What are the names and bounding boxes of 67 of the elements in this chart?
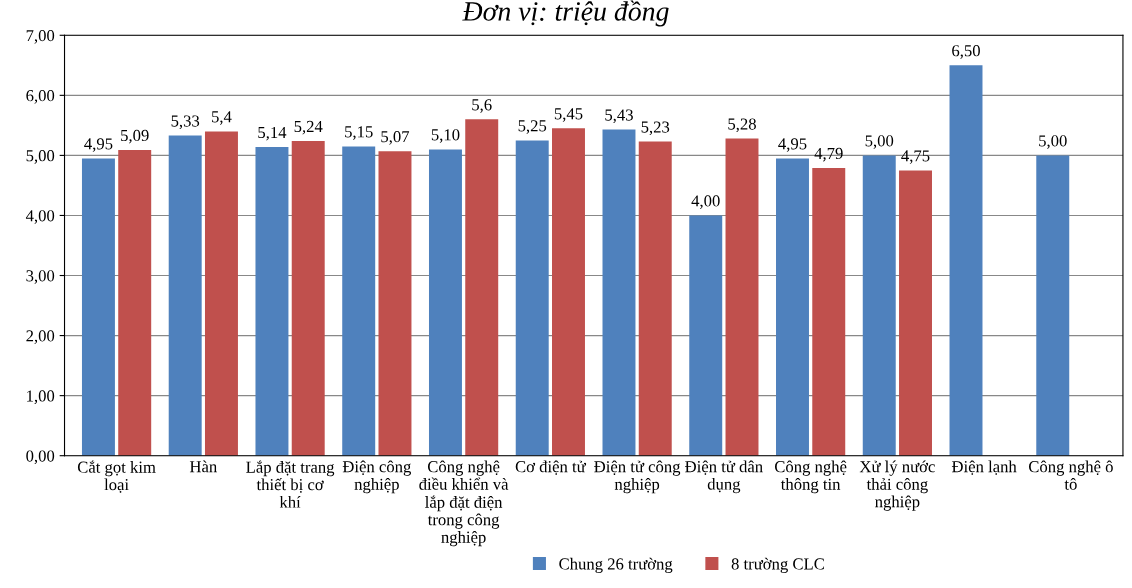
data-label: 5,24	[294, 120, 323, 135]
x-tick-label: Công nghệ ô tô	[1028, 460, 1113, 490]
data-label: 5,23	[641, 121, 670, 136]
bar	[552, 128, 585, 456]
data-label: 5,00	[865, 135, 894, 149]
bar	[776, 158, 809, 456]
data-label: 4,95	[84, 138, 113, 152]
bar	[255, 146, 289, 456]
bar	[689, 215, 723, 456]
data-label: 4,00	[691, 195, 720, 209]
x-tick-label: Công nghệ điều khiển và lắp đặt điện trong công nghiệp	[419, 460, 509, 547]
x-tick-label: Cắt gọt kim loại	[77, 460, 156, 493]
data-label: 5,25	[518, 120, 547, 134]
data-label: 4,79	[814, 147, 843, 162]
data-label: 6,50	[952, 45, 980, 59]
bar	[204, 131, 238, 456]
data-label: 5,14	[258, 126, 287, 141]
data-label: 5,10	[431, 129, 460, 143]
legend-label: 8 trường CLC	[731, 557, 824, 573]
x-tick-label: Điện công nghiệp	[342, 460, 412, 494]
y-tick-label: 0,00	[26, 450, 55, 465]
data-label: 5,45	[554, 108, 583, 122]
x-tick-label: Hàn	[189, 460, 217, 473]
data-label: 5,00	[1039, 135, 1067, 149]
data-label: 5,33	[171, 115, 200, 130]
bar	[899, 170, 932, 456]
x-tick-label: Công nghệ thông tin	[774, 460, 847, 494]
x-tick-label: Cơ điện tử	[515, 460, 587, 475]
y-tick-label: 7,00	[26, 29, 55, 44]
bar	[1036, 155, 1070, 456]
y-tick-label: 3,00	[26, 270, 55, 284]
y-tick-label: 2,00	[26, 330, 55, 344]
data-label: 5,6	[472, 99, 492, 113]
x-tick-label: Xử lý nước thải công nghiệp	[859, 460, 935, 511]
bar	[862, 155, 896, 456]
data-label: 5,28	[728, 118, 756, 133]
bar	[465, 119, 499, 456]
legend-label: Chung 26 trường	[559, 557, 673, 573]
bar	[291, 140, 325, 456]
bar	[118, 149, 152, 456]
y-tick-label: 6,00	[26, 90, 55, 104]
bar	[812, 168, 846, 456]
y-tick-label: 4,00	[25, 210, 55, 224]
data-label: 5,43	[605, 109, 633, 124]
data-label: 5,15	[345, 126, 373, 140]
bar	[949, 65, 983, 456]
x-tick-label: Điện tử dân dụng	[685, 460, 763, 494]
x-tick-label: Điện lạnh	[951, 460, 1017, 475]
data-label: 4,75	[901, 150, 930, 164]
bar	[515, 140, 549, 456]
bar	[638, 141, 672, 456]
chart-title: Đơn vị: triệu đồng	[462, 0, 669, 27]
bar	[725, 138, 759, 456]
bar	[602, 129, 636, 456]
bar	[342, 146, 376, 456]
data-label: 5,09	[121, 129, 149, 144]
bar	[168, 135, 202, 456]
data-label: 4,95	[778, 138, 807, 152]
bar	[81, 158, 115, 456]
x-tick-label: Lắp đặt trang thiết bị cơ khí	[246, 460, 335, 508]
bar	[428, 149, 462, 456]
bar	[378, 151, 412, 456]
y-tick-label: 1,00	[27, 390, 55, 404]
data-label: 5,07	[381, 131, 410, 145]
x-tick-label: Điện tử công nghiệp	[594, 460, 681, 494]
data-label: 5,4	[212, 111, 232, 125]
y-tick-label: 5,00	[26, 150, 55, 164]
